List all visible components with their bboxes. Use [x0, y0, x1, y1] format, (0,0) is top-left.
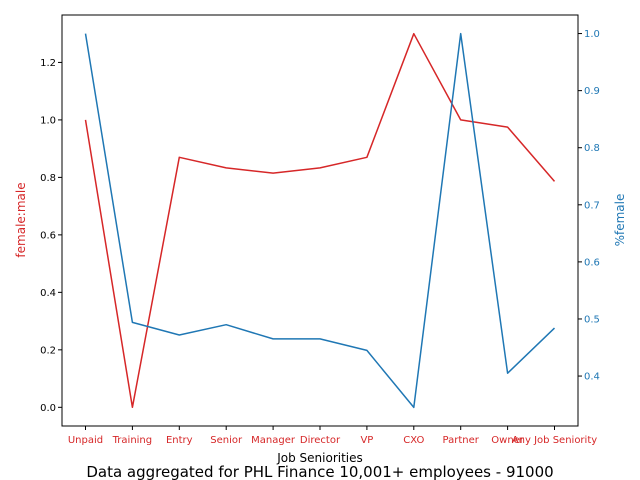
right-axis-ticks: 0.4 0.5 0.6 0.7 0.8 0.9 1.0 — [578, 29, 600, 383]
left-tick-label: 1.2 — [40, 58, 56, 69]
x-tick-label: Partner — [443, 435, 480, 446]
left-tick-label: 1.0 — [40, 115, 56, 126]
left-axis-label: female:male — [14, 182, 28, 257]
right-tick-label: 0.6 — [584, 257, 600, 268]
x-tick-label: CXO — [403, 435, 424, 446]
x-tick-label: Any Job Seniority — [512, 435, 597, 446]
x-axis-ticks: Unpaid Training Entry Senior Manager Director… — [68, 426, 597, 446]
x-tick-label: Entry — [166, 435, 193, 446]
series-lines — [84, 32, 556, 409]
x-tick-label: Owner — [491, 435, 525, 446]
right-axis-label: %female — [613, 194, 627, 247]
left-tick-label: 0.8 — [40, 173, 56, 184]
x-tick-label: Manager — [251, 435, 296, 446]
chart-caption: Data aggregated for PHL Finance 10,001+ … — [86, 463, 553, 480]
right-tick-label: 0.5 — [584, 314, 600, 325]
x-axis-label: Job Seniorities — [276, 451, 363, 465]
plot-frame — [61, 14, 579, 427]
left-tick-label: 0.0 — [40, 403, 56, 414]
series-percent-female-line — [84, 32, 556, 409]
left-tick-label: 0.2 — [40, 345, 56, 356]
right-tick-label: 0.7 — [584, 200, 600, 211]
left-tick-label: 0.4 — [40, 288, 56, 299]
right-tick-label: 0.9 — [584, 86, 600, 97]
left-tick-label: 0.6 — [40, 230, 56, 241]
right-tick-label: 1.0 — [584, 29, 600, 40]
x-tick-label: Unpaid — [68, 435, 103, 446]
left-axis-ticks: 0.0 0.2 0.4 0.6 0.8 1.0 1.2 — [40, 58, 62, 414]
x-tick-label: VP — [360, 435, 373, 446]
right-tick-label: 0.4 — [584, 372, 600, 383]
x-tick-label: Senior — [210, 435, 243, 446]
right-tick-label: 0.8 — [584, 143, 600, 154]
series-female-male-ratio-line — [84, 32, 556, 409]
x-tick-label: Director — [300, 435, 341, 446]
x-tick-label: Training — [112, 435, 152, 446]
